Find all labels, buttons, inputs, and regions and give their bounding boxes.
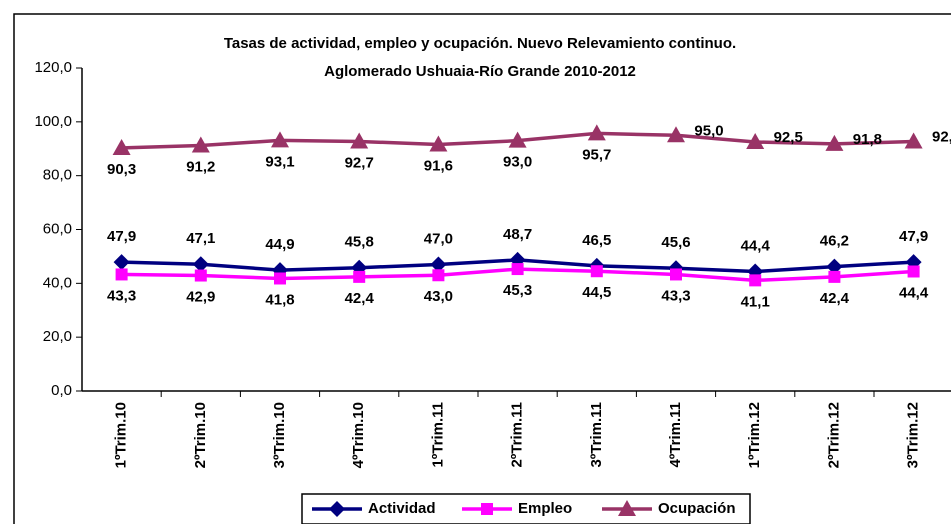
x-tick-label: 2ºTrim.10 [192,402,209,468]
y-tick-label: 80,0 [43,167,72,184]
data-label: 95,7 [582,146,611,163]
data-point [112,138,131,155]
legend-marker [618,500,636,516]
x-tick-label: 1ºTrim.12 [746,402,763,468]
data-point [508,131,527,148]
legend-marker [329,501,345,517]
data-point [430,256,447,273]
legend-label: Empleo [518,500,572,517]
data-point [271,131,289,148]
data-label: 44,5 [582,284,611,301]
data-label: 46,2 [820,233,849,250]
data-point [274,272,286,285]
legend-label: Actividad [368,500,436,517]
data-label: 47,9 [107,228,136,245]
y-tick-label: 100,0 [34,113,72,130]
x-tick-label: 3ºTrim.11 [588,402,605,468]
data-label: 95,0 [694,122,723,139]
x-tick-label: 1ºTrim.10 [113,402,130,468]
data-point [587,124,606,141]
data-point [746,133,765,150]
data-label: 42,9 [186,288,215,305]
data-label: 91,2 [186,158,215,175]
legend-marker [481,503,493,515]
x-tick-label: 2ºTrim.11 [509,402,526,468]
data-label: 46,5 [582,232,611,249]
data-point [670,268,682,281]
data-label: 44,4 [741,237,771,254]
y-tick-label: 40,0 [43,274,72,291]
data-label: 47,0 [424,230,453,247]
data-point [192,256,209,273]
x-tick-label: 4ºTrim.11 [667,402,684,468]
data-point [907,265,920,278]
x-tick-label: 2ºTrim.12 [825,402,842,468]
data-label: 45,6 [661,234,690,251]
data-point [429,135,448,152]
x-tick-label: 4ºTrim.10 [350,402,367,468]
data-label: 91,8 [853,131,882,148]
legend-label: Ocupación [658,500,736,517]
data-label: 93,0 [503,154,532,171]
y-tick-label: 0,0 [51,382,72,399]
data-label: 92,7 [345,154,374,171]
data-label: 41,1 [741,293,770,310]
data-label: 48,7 [503,226,532,243]
data-label: 42,4 [820,290,850,307]
data-label: 41,8 [265,291,294,308]
data-point [350,132,369,149]
data-label: 44,4 [899,284,929,301]
legend-box [301,493,751,524]
data-point [590,265,603,278]
y-tick-label: 60,0 [43,220,72,237]
data-label: 92,7 [932,128,951,145]
data-point [191,136,210,153]
data-point [511,263,524,276]
data-label: 44,9 [265,236,294,253]
data-label: 93,1 [265,153,294,170]
data-point [825,134,844,151]
data-label: 45,8 [345,234,374,251]
data-point [828,270,841,283]
data-point [432,269,445,282]
data-point [113,254,130,271]
x-tick-label: 3ºTrim.12 [905,402,922,468]
data-label: 91,6 [424,157,453,174]
data-label: 92,5 [774,129,803,146]
data-label: 43,0 [424,288,453,305]
y-tick-label: 120,0 [34,59,72,76]
data-point [194,269,207,282]
data-point [353,270,366,283]
data-label: 47,9 [899,228,928,245]
data-label: 45,3 [503,282,532,299]
data-point [115,268,128,281]
x-tick-label: 3ºTrim.10 [271,402,288,468]
data-point [904,132,923,149]
data-label: 42,4 [345,290,375,307]
data-label: 43,3 [661,287,690,304]
data-point [667,126,685,143]
y-tick-label: 20,0 [43,328,72,345]
data-point [826,258,843,275]
chart-title: Aglomerado Ushuaia-Río Grande 2010-2012 [324,63,636,80]
data-label: 43,3 [107,287,136,304]
chart-title: Tasas de actividad, empleo y ocupación. … [224,35,736,52]
x-tick-label: 1ºTrim.11 [429,402,446,468]
data-point [749,274,762,287]
data-label: 47,1 [186,230,215,247]
data-label: 90,3 [107,161,136,178]
